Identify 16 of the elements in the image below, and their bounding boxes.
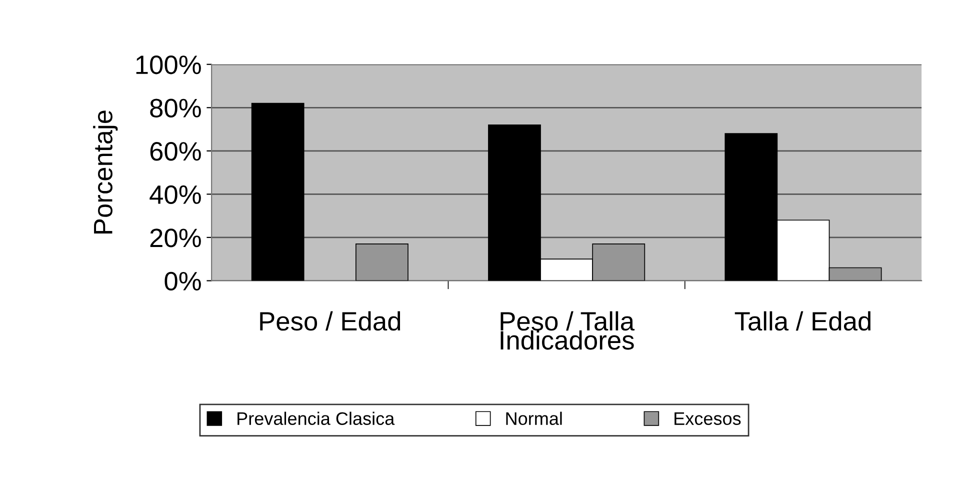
legend-label: Normal	[506, 412, 562, 425]
x-tick-label: Peso / Edad	[260, 311, 400, 331]
y-tick-label: 0%	[164, 272, 201, 291]
legend-label: Prevalencia Clasica	[238, 412, 395, 425]
bar	[356, 244, 408, 281]
y-axis-title: Porcentaje	[93, 110, 118, 234]
x-tick-label: Talla / Edad	[734, 311, 870, 331]
bar	[251, 102, 304, 281]
y-tick-label: 40%	[150, 185, 201, 204]
y-tick-label: 100%	[136, 56, 201, 74]
x-axis-title: Indicadores	[500, 330, 634, 350]
y-tick-label: 60%	[150, 142, 201, 161]
legend-label: Excesos	[674, 412, 741, 425]
y-tick-label: 20%	[150, 228, 201, 248]
x-tick-label: Peso / Talla	[500, 311, 635, 331]
y-tick-label: 80%	[150, 98, 201, 118]
